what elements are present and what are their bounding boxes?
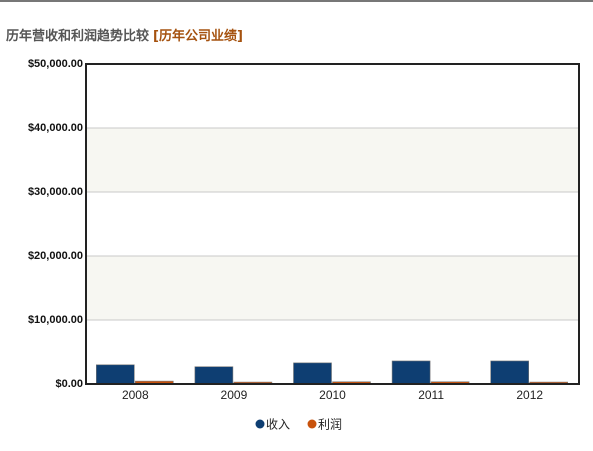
y-tick-label: $10,000.00 — [28, 314, 83, 326]
y-tick-label: $30,000.00 — [28, 186, 83, 198]
x-tick-label: 2009 — [221, 388, 248, 402]
y-tick-label: $20,000.00 — [28, 250, 83, 262]
bar — [96, 364, 135, 385]
subtitle-link[interactable]: [历年公司业绩] — [153, 28, 243, 44]
bar — [194, 366, 234, 385]
x-tick-label: 2012 — [516, 388, 543, 402]
plot-frame — [85, 63, 580, 385]
bar — [293, 362, 332, 385]
y-tick-label: $50,000.00 — [28, 58, 83, 70]
bar — [391, 360, 431, 385]
legend-label: 收入 — [266, 418, 290, 432]
chart-title: 历年营收和利润趋势比较 [历年公司业绩] — [6, 28, 243, 44]
x-tick-label: 2010 — [319, 388, 346, 402]
y-tick-label: $0.00 — [55, 378, 83, 390]
y-tick-label: $40,000.00 — [28, 122, 83, 134]
x-tick-label: 2008 — [122, 388, 149, 402]
legend-label: 利润 — [318, 418, 342, 432]
legend-marker — [307, 419, 317, 429]
grid-band — [86, 256, 579, 320]
legend-marker — [255, 419, 265, 429]
grid-band — [86, 128, 579, 192]
title-text: 历年营收和利润趋势比较 — [6, 28, 149, 44]
x-tick-label: 2011 — [418, 388, 444, 402]
bar — [490, 360, 530, 385]
